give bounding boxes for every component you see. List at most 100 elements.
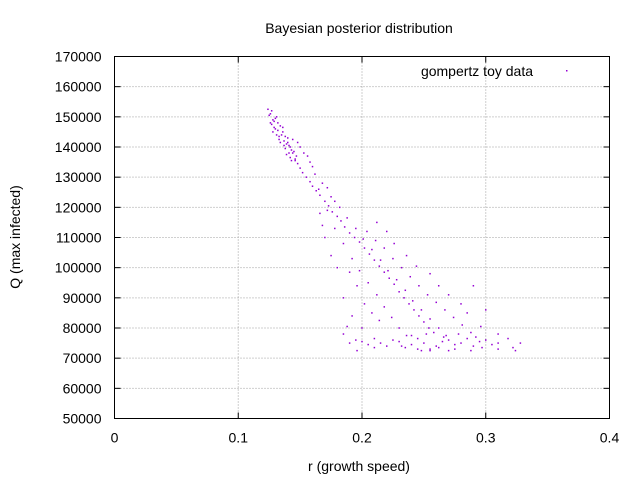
scatter-point [358,269,361,272]
scatter-point [340,220,342,222]
scatter-point [355,227,357,230]
scatter-point [274,128,277,130]
scatter-point [272,119,274,121]
scatter-point [426,294,429,296]
scatter-point [279,125,282,127]
grid-lines [114,56,610,419]
scatter-point [296,141,299,144]
scatter-point [410,343,413,346]
scatter-point [481,346,483,349]
y-tick-label: 50000 [63,411,102,427]
x-tick-label: 0 [111,430,119,446]
scatter-point [268,114,270,117]
scatter-point [282,131,284,133]
scatter-point [371,312,373,314]
scatter-point [324,200,326,203]
scatter-point [428,327,430,329]
scatter-point [478,340,481,343]
scatter-point [480,325,482,328]
scatter-point [366,230,368,233]
scatter-point [400,345,403,347]
scatter-point [317,188,320,190]
scatter-point [280,134,283,136]
scatter-point [452,316,455,319]
scatter-point [418,285,420,287]
scatter-point [303,152,305,154]
scatter-point [460,342,462,344]
scatter-point [429,349,431,352]
scatter-point [395,278,398,281]
scatter-point [351,315,353,317]
y-tick-label: 70000 [63,350,102,366]
scatter-point [319,194,321,197]
scatter-point [387,269,389,272]
scatter-point [299,167,301,169]
scatter-point [273,120,275,123]
scatter-point [466,312,468,314]
scatter-point [284,135,287,138]
legend-marker [566,70,568,72]
scatter-point [334,200,336,203]
scatter-point [388,277,390,279]
y-tick-label: 150000 [55,109,102,125]
scatter-point [309,180,311,183]
scatter-point [403,297,405,299]
scatter-point [356,285,358,287]
scatter-point [346,325,348,328]
scatter-point [355,339,357,341]
scatter-point [415,265,418,267]
scatter-point [336,215,338,218]
scatter-point [386,345,388,347]
scatter-point [282,126,284,129]
scatter-point [311,185,314,187]
scatter-point [367,282,369,284]
scatter-point [461,324,463,326]
y-axis-tick-labels: 50000 60000 70000 80000 90000 100000 110000 120… [55,49,102,427]
scatter-point [507,337,509,340]
scatter-point [497,348,499,350]
scatter-point [336,266,338,269]
scatter-point [411,300,414,302]
scatter-point [277,122,279,124]
scatter-point [342,242,345,245]
data-points [267,108,522,352]
scatter-point [497,333,499,335]
scatter-point [270,110,273,112]
scatter-point [447,349,450,352]
scatter-point [390,316,393,319]
scatter-point [290,159,293,162]
scatter-point [392,339,394,341]
scatter-point [321,182,324,184]
scatter-point [274,117,277,120]
scatter-point [472,345,475,347]
scatter-point [404,289,407,292]
scatter-point [405,254,408,257]
x-tick-label: 0.1 [229,430,249,446]
scatter-point [283,140,285,142]
scatter-point [279,141,282,144]
scatter-point [437,327,440,329]
scatter-point [353,236,356,239]
scatter-point [437,346,440,349]
scatter-point [283,144,285,147]
scatter-point [454,348,456,350]
scatter-point [475,336,477,338]
scatter-point [485,309,487,311]
scatter-point [425,333,428,335]
legend: gompertz toy data [421,63,568,79]
scatter-point [491,343,493,346]
scatter-point [330,196,332,198]
scatter-point [383,271,386,273]
scatter-point [285,153,288,156]
x-axis-tick-labels: 0 0.1 0.2 0.3 0.4 [111,430,620,446]
scatter-point [376,221,378,224]
scatter-point [363,303,366,305]
scatter-point [301,171,304,174]
scatter-point [454,343,456,346]
scatter-point [457,333,460,335]
scatter-point [373,259,376,261]
scatter-point [444,309,446,311]
scatter-point [346,217,348,219]
y-tick-label: 120000 [55,199,102,215]
